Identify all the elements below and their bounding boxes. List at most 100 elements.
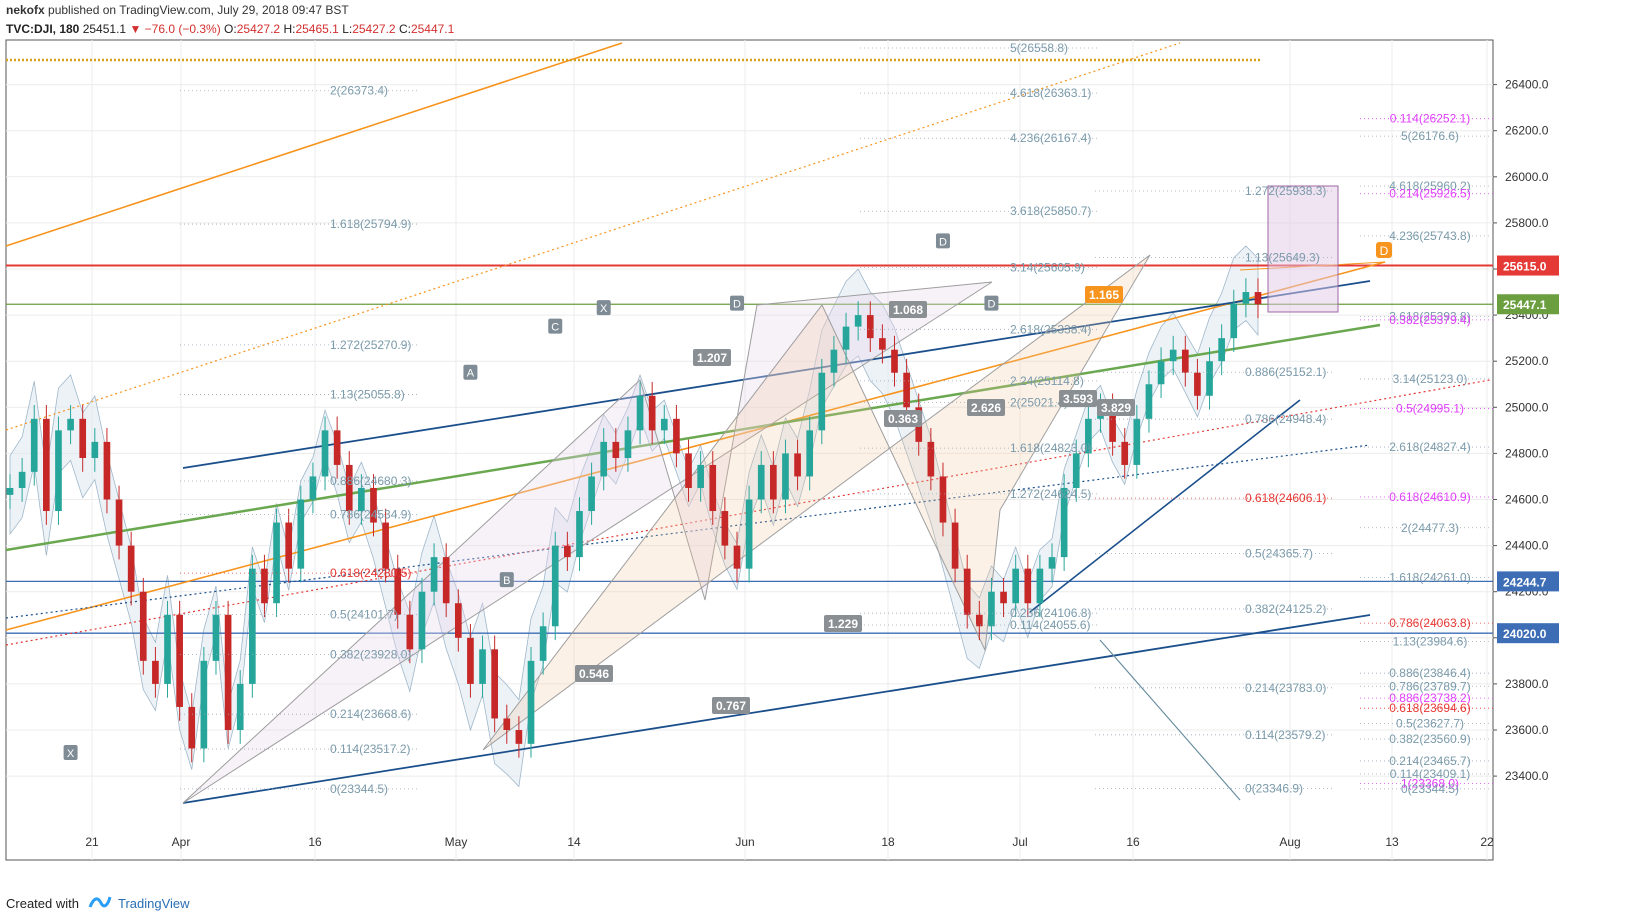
fib-level-label: 0.114(23517.2) [330,742,411,756]
time-tick-label: 16 [1126,835,1140,849]
candle-body [188,706,196,749]
pattern-point-badge [463,364,478,380]
price-tick-label: 26400.0 [1505,78,1549,92]
ohlc-line: TVC:DJI, 180 25451.1 ▼ −76.0 (−0.3%) O:2… [6,22,454,36]
navy-short-line [1029,399,1301,613]
cloud-band [9,245,1259,788]
candle-body [358,487,365,512]
candle-body [1218,338,1225,362]
fib-level-label: 0.214(23465.7) [1389,754,1470,768]
fib-level-label: 0.886(23738.2) [1389,691,1470,705]
price-axis[interactable]: 23400.023600.023800.024000.024200.024400… [1493,78,1559,784]
candle-body [794,453,801,477]
ratio-label: 0.546 [579,667,609,681]
pattern-point-badge [729,295,744,311]
low-value: 25427.2 [352,22,396,36]
pattern-point-label: X [600,303,608,315]
candle-body [1000,591,1007,604]
fib-level-label: 0.114(24055.6) [1010,618,1091,632]
fib-level-label: 4.618(25960.2) [1389,179,1470,193]
fib-level-label: 4.618(26363.1) [1010,86,1091,100]
candle-body [43,418,50,512]
fib-level-label: 0.886(23846.4) [1389,666,1470,680]
candle-body [830,349,838,373]
time-tick-label: 18 [881,835,895,849]
ratio-badge [884,410,922,427]
tradingview-link[interactable]: TradingView [118,896,190,911]
fib-level-label: 0(23344.5) [330,782,388,796]
pattern-point-badge [499,572,514,588]
pattern-point-badge [984,295,999,311]
ratio-label: 1.207 [697,351,727,365]
price-tick-label: 25000.0 [1505,400,1549,414]
high-label: H: [283,22,296,36]
time-axis[interactable]: 21 Apr 16 May 14 Jun 18 Jul 16 Aug 13 22 [85,835,1494,849]
candle-body [91,441,99,459]
candle-body [624,430,632,459]
price-tag [1497,294,1559,315]
ratio-label: 0.363 [888,412,918,426]
candle-body [733,545,741,569]
fib-level-label: 0.786(23789.7) [1389,679,1470,693]
symbol-label: TVC:DJI, 180 [6,22,80,36]
time-tick-label: Aug [1279,835,1300,849]
fib-level-label: 1.13(23984.6) [1393,634,1468,648]
fib-level-label: 0.382(23928.0) [330,647,411,661]
candle-body [430,557,438,592]
candle-body [1036,568,1044,604]
candle-body [285,522,293,569]
candle-body [1085,418,1092,454]
candle-body [261,568,268,604]
footer: Created with TradingView [0,890,1627,919]
price-chart[interactable]: 5(26558.8) 2(26373.4) 4.618(26363.1) 0.114(… [0,0,1627,890]
publisher-name[interactable]: nekofx [6,3,45,17]
ratio-badge [1097,399,1135,416]
harmonic-pattern-2 [482,254,1151,751]
candle-body [1012,568,1020,604]
fib-level-label: 2.24(25114.8) [1010,374,1084,388]
orange-dotted-line [5,42,1181,431]
fib-level-label: 0.786(24063.8) [1389,616,1470,630]
candle-body [1230,303,1238,339]
drawing-overlays [5,42,1493,804]
pattern-labels: X A B C D X D D 1.207 1.068 0.546 0.767 1.229 2.626 3.… [63,233,1392,761]
pattern-point-label: D [939,236,947,248]
candle-body [721,511,729,546]
price-tag-label: 24020.0 [1503,627,1547,641]
ratio-badge [1059,390,1097,407]
candle-body [382,522,389,569]
fib-level-label: 3.618(25850.7) [1010,204,1091,218]
candle-body [164,614,171,684]
candle-body [406,614,414,650]
pattern-point-label: C [551,322,559,334]
ratio-label: 1.229 [828,617,858,631]
ratio-badge [693,349,731,366]
fib-level-label: 4.236(26167.4) [1010,131,1091,145]
publish-info: published on TradingView.com, July 29, 2… [48,3,349,17]
navy-lower-line [182,614,1371,804]
candle-body [297,499,305,569]
candle-body [854,315,862,327]
candle-body [673,418,680,454]
fib-level-label: 0.5(23627.7) [1396,717,1464,731]
candle-body [891,349,898,373]
candle-body [18,471,26,488]
candle-body [1206,361,1213,396]
fib-level-label: 0.5(24995.1) [1396,401,1464,415]
pattern-point-label: D [733,299,741,311]
candle-body [127,545,135,592]
candle-body [200,660,208,749]
candle-body [212,614,220,661]
fib-level-label: 2.618(25338.4) [1010,322,1091,336]
candle-body [951,522,959,569]
candle-body [139,591,147,661]
fib-level-label: 1.272(25938.3) [1245,184,1326,198]
fib-level-label: 1.272(24624.5) [1010,487,1091,501]
candle-body [103,441,111,500]
pattern-point-label: A [467,368,475,380]
candle-body [975,614,983,627]
candle-body [1121,441,1129,465]
fib-level-label: 1(23368.0) [1401,776,1459,790]
candle-body [636,395,644,431]
price-tag [1497,571,1559,592]
